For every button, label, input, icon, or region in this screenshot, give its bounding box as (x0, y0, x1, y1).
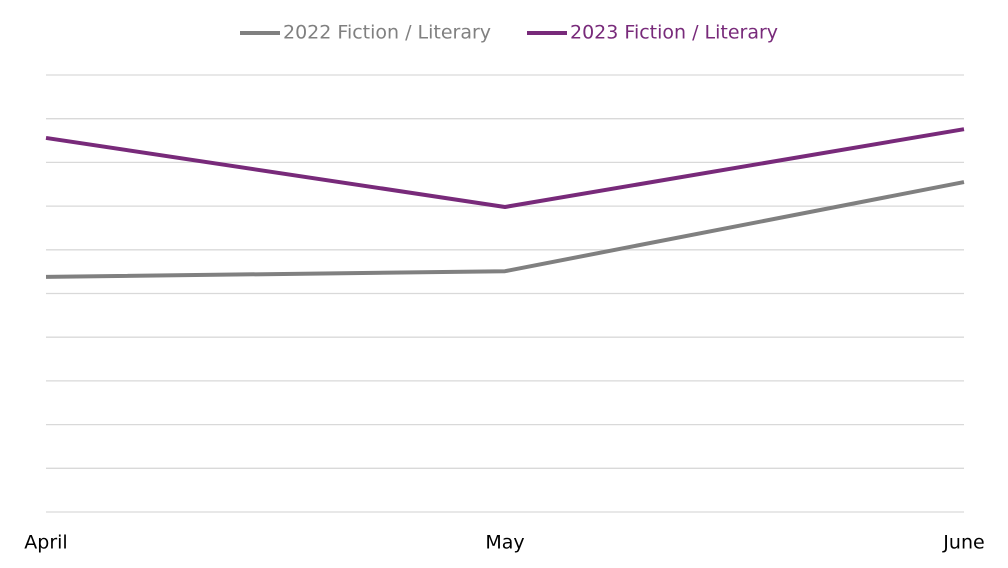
legend-label: 2022 Fiction / Literary (283, 22, 491, 44)
series-line (45, 180, 965, 279)
x-tick-label: April (24, 532, 67, 554)
legend-label: 2023 Fiction / Literary (570, 22, 778, 44)
x-tick-label: June (942, 532, 984, 554)
series-line (45, 127, 965, 209)
x-tick-label: May (485, 532, 524, 554)
